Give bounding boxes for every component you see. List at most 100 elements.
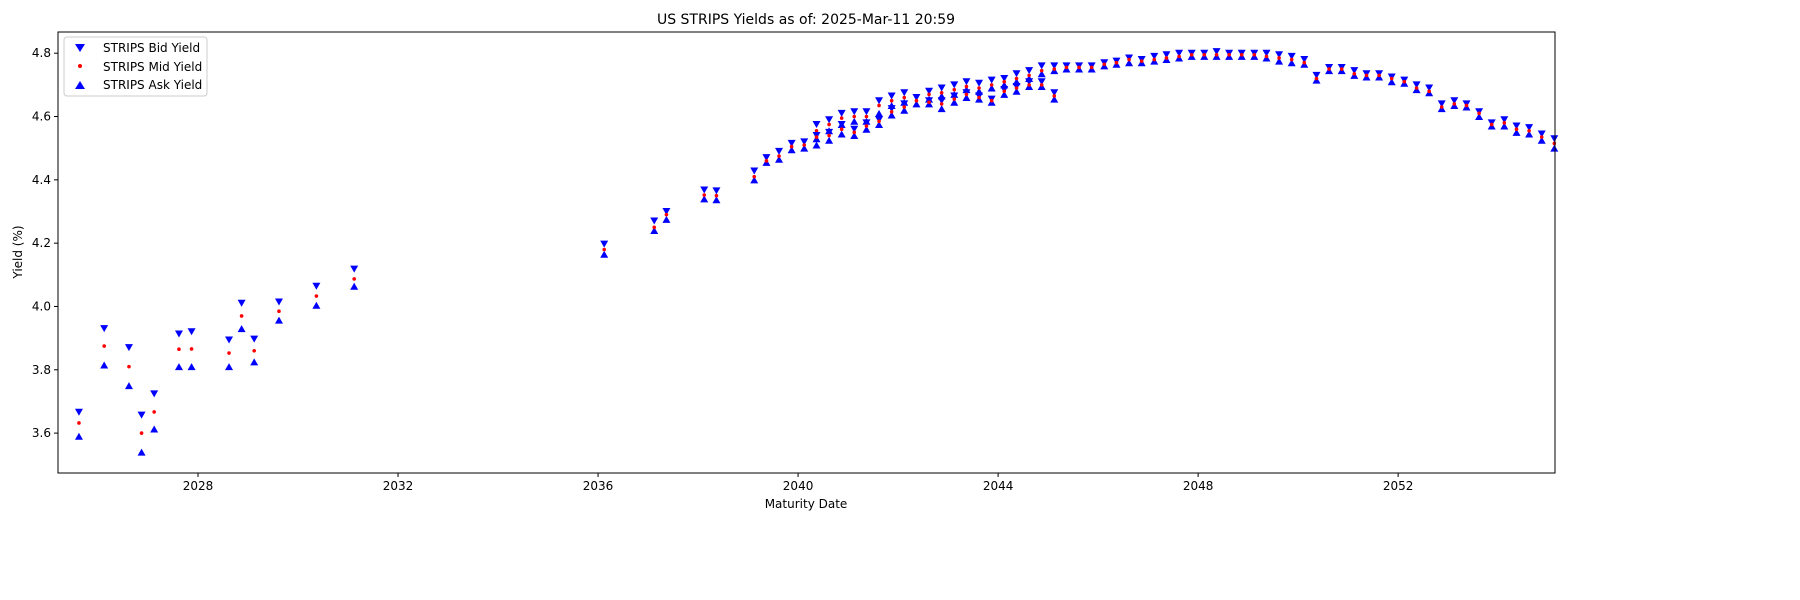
mid-yield-point — [1114, 60, 1119, 65]
mid-yield-point — [1314, 76, 1319, 81]
mid-yield-point — [989, 98, 994, 103]
y-axis-label: Yield (%) — [11, 225, 25, 279]
mid-yield-point — [77, 421, 81, 425]
ask-yield-point — [950, 98, 959, 106]
bid-yield-point — [1150, 52, 1159, 60]
ask-yield-point — [150, 425, 159, 433]
ask-yield-point — [1037, 70, 1046, 78]
data-marks — [74, 48, 1559, 456]
bid-yield-point — [862, 108, 871, 116]
mid-yield-point — [1077, 65, 1081, 70]
ask-yield-point — [837, 130, 846, 138]
plot-frame — [57, 31, 1556, 474]
legend-ask-marker-icon — [75, 81, 85, 89]
legend-mid-label: STRIPS Mid Yield — [103, 60, 202, 74]
bid-yield-point — [825, 116, 834, 124]
bid-yield-point — [250, 335, 259, 343]
x-tick-label: 2040 — [783, 479, 814, 493]
mid-yield-point — [1489, 122, 1494, 127]
mid-yield-point — [864, 124, 869, 128]
legend: STRIPS Bid Yield STRIPS Mid Yield STRIPS… — [63, 36, 208, 97]
mid-yield-point — [964, 84, 969, 89]
ask-yield-point — [250, 358, 259, 366]
bid-yield-point — [237, 299, 246, 307]
mid-yield-point — [814, 135, 819, 139]
mid-yield-point — [1052, 67, 1057, 71]
bid-yield-point — [1175, 49, 1184, 57]
bid-yield-point — [900, 100, 909, 108]
mid-yield-point — [1039, 83, 1044, 87]
mid-yield-point — [1127, 57, 1131, 62]
bid-yield-point — [1037, 78, 1046, 86]
ask-yield-point — [812, 141, 821, 149]
x-tick-label: 2048 — [1183, 479, 1214, 493]
bid-yield-point — [700, 186, 709, 194]
bid-yield-point — [950, 92, 959, 100]
mid-yield-point — [977, 95, 981, 100]
bid-yield-point — [962, 78, 971, 86]
mid-yield-point — [1189, 52, 1194, 57]
x-axis: 2028 2032 2036 2040 2044 2048 2052 — [183, 473, 1413, 493]
bid-yield-point — [887, 92, 896, 100]
ask-yield-point — [237, 325, 246, 333]
bid-yield-point — [1450, 97, 1459, 105]
ask-yield-point — [1512, 128, 1521, 136]
mid-yield-point — [1427, 89, 1431, 94]
ask-yield-point — [875, 120, 884, 128]
mid-yield-point — [1177, 54, 1181, 59]
bid-yield-point — [850, 125, 859, 133]
legend-ask-label: STRIPS Ask Yield — [103, 78, 202, 92]
legend-bid-label: STRIPS Bid Yield — [103, 41, 200, 55]
mid-yield-point — [902, 105, 907, 109]
bid-yield-point — [987, 76, 996, 84]
bid-yield-point — [975, 79, 984, 87]
ask-yield-point — [775, 155, 784, 163]
mid-yield-point — [1364, 73, 1369, 78]
bid-yield-point — [900, 89, 909, 97]
mid-yield-point — [1214, 52, 1219, 57]
bid-yield-point — [74, 408, 83, 416]
bid-yield-point — [937, 84, 946, 92]
mid-yield-point — [1277, 56, 1281, 60]
mid-yield-point — [889, 98, 894, 103]
bid-yield-point — [925, 87, 934, 95]
bid-yield-point — [1025, 67, 1034, 75]
mid-yield-point — [852, 114, 857, 119]
bid-yield-point — [350, 265, 359, 273]
mid-yield-point — [1464, 103, 1469, 108]
mid-yield-point — [839, 127, 844, 131]
mid-yield-point — [1027, 83, 1031, 87]
bid-yield-point — [862, 119, 871, 127]
bid-yield-point — [274, 298, 283, 306]
bid-yield-point — [912, 94, 921, 102]
bid-yield-point — [1212, 48, 1221, 56]
bid-yield-point — [800, 138, 809, 146]
mid-yield-point — [864, 114, 869, 119]
mid-yield-point — [1539, 135, 1544, 139]
mid-yield-point — [889, 109, 894, 114]
ask-yield-point — [187, 363, 196, 371]
bid-yield-point — [787, 139, 796, 147]
ask-yield-point — [1387, 78, 1396, 86]
bid-yield-point — [1412, 81, 1421, 89]
mid-yield-point — [1014, 86, 1019, 90]
y-tick-label: 4.4 — [32, 173, 51, 187]
x-tick-label: 2044 — [983, 479, 1014, 493]
mid-yield-point — [989, 83, 994, 87]
legend-frame — [63, 36, 208, 97]
mid-yield-point — [702, 193, 707, 197]
mid-yield-point — [1002, 79, 1007, 84]
mid-yield-point — [1502, 121, 1507, 125]
ask-yield-point — [850, 132, 859, 140]
bid-yield-point — [1300, 56, 1309, 64]
mid-yield-point — [964, 92, 969, 97]
bid-yield-point — [712, 187, 721, 195]
mid-yield-point — [839, 116, 844, 120]
mid-yield-point — [777, 154, 781, 158]
mid-yield-point — [1239, 52, 1244, 57]
ask-yield-point — [825, 136, 834, 144]
mid-yield-point — [1202, 52, 1207, 57]
mid-yield-point — [1414, 86, 1419, 90]
mid-yield-point — [1452, 102, 1457, 106]
mid-yield-point — [239, 314, 244, 318]
